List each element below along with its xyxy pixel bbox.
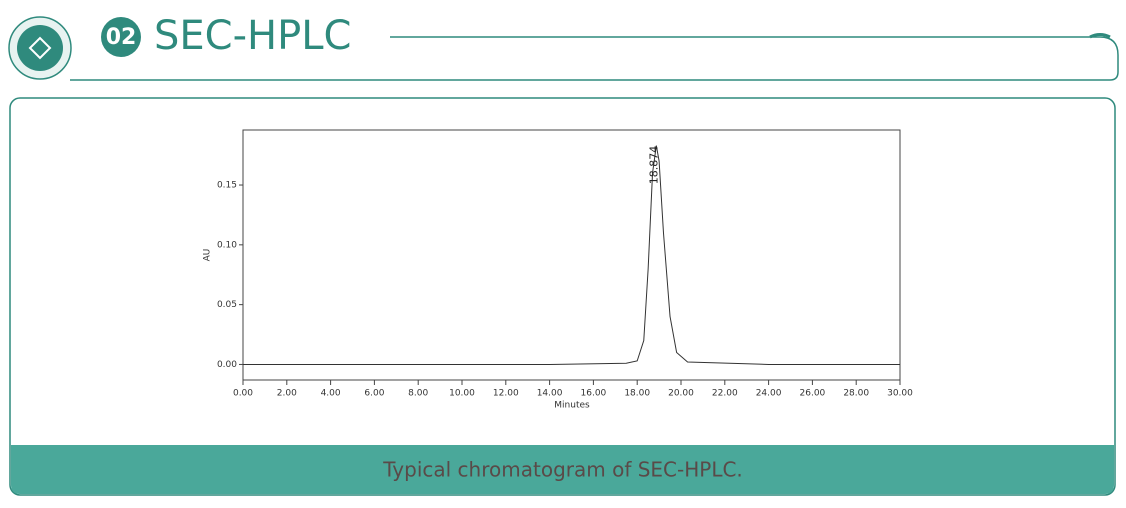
peak-label: 18.874	[647, 146, 660, 185]
number-badge	[101, 17, 141, 57]
header-frame	[70, 36, 1119, 81]
y-axis-label: AU	[203, 249, 213, 262]
x-axis-label: Minutes	[554, 401, 590, 411]
x-tick-label: 14.00	[537, 389, 563, 399]
x-tick-label: 0.00	[233, 389, 253, 399]
x-tick-label: 22.00	[712, 389, 738, 399]
caption: Typical chromatogram of SEC-HPLC.	[382, 458, 743, 482]
y-tick-label: 0.10	[217, 240, 237, 250]
data-line	[243, 145, 900, 365]
header-ornament	[1089, 33, 1111, 39]
caption-band	[11, 445, 1114, 494]
x-tick-label: 16.00	[581, 389, 607, 399]
chart: Minutes AU 0.00 0.05 0.10 0.15 0.00 2.00 4.00 6…	[203, 129, 913, 411]
logo-glyph	[28, 36, 52, 60]
x-tick-label: 26.00	[800, 389, 826, 399]
x-tick-label: 12.00	[493, 389, 519, 399]
y-tick-label: 0.05	[217, 300, 237, 310]
x-tick-label: 24.00	[756, 389, 782, 399]
x-tick-label: 28.00	[843, 389, 869, 399]
x-tick-label: 8.00	[408, 389, 428, 399]
section-title: SEC-HPLC	[154, 13, 351, 59]
x-tick-label: 20.00	[668, 389, 694, 399]
y-tick-label: 0.00	[217, 360, 237, 370]
x-tick-label: 6.00	[364, 389, 384, 399]
x-tick-label: 10.00	[449, 389, 475, 399]
plot-frame	[242, 129, 901, 381]
x-tick-label: 18.00	[624, 389, 650, 399]
x-tick-label: 2.00	[277, 389, 297, 399]
x-tick-label: 30.00	[887, 389, 913, 399]
section-number: 02	[106, 25, 137, 50]
y-tick-label: 0.15	[217, 181, 237, 191]
x-tick-label: 4.00	[321, 389, 341, 399]
card	[9, 97, 1116, 496]
logo	[17, 25, 63, 71]
